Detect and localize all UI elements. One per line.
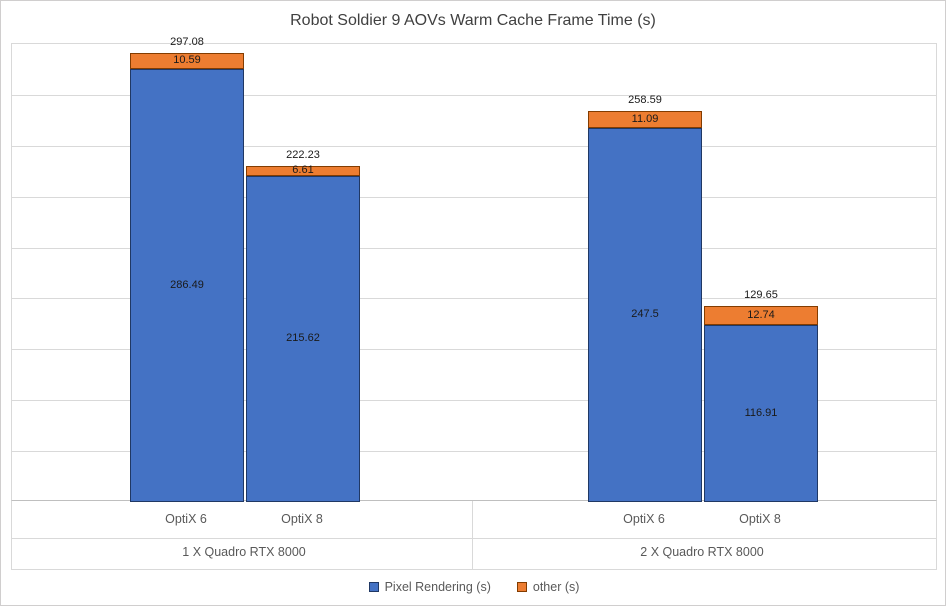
category-label: OptiX 6 — [623, 512, 665, 526]
legend-swatch — [368, 582, 379, 592]
plot-area: 286.49 10.59 297.08 215.62 6.61 222.23 247.5 11… — [11, 36, 937, 502]
bar-segment-pixel-rendering — [704, 325, 818, 502]
gridline — [12, 248, 936, 249]
group-label: 2 X Quadro RTX 8000 — [640, 545, 764, 559]
bar-segment-pixel-rendering — [588, 128, 702, 502]
group-separator — [472, 501, 473, 569]
bar-segment-other — [130, 53, 244, 69]
bar-total-label: 129.65 — [744, 289, 778, 301]
group-label: 1 X Quadro RTX 8000 — [182, 545, 306, 559]
bar-total-label: 222.23 — [286, 149, 320, 161]
bar-value-label: 12.74 — [747, 309, 775, 321]
gridline — [12, 349, 936, 350]
axis-divider — [11, 569, 937, 570]
gridline — [12, 298, 936, 299]
bar-value-label: 247.5 — [631, 308, 659, 320]
legend: Pixel Rendering (s) other (s) — [1, 577, 945, 597]
gridline — [12, 95, 936, 96]
bar-value-label: 11.09 — [631, 113, 659, 125]
bar-segment-pixel-rendering — [246, 176, 360, 502]
category-label: OptiX 8 — [281, 512, 323, 526]
legend-item: Pixel Rendering (s) — [368, 580, 491, 594]
group-separator — [11, 501, 12, 569]
gridline — [12, 400, 936, 401]
legend-item: other (s) — [516, 580, 580, 594]
bar-segment-other — [588, 111, 702, 128]
bar-value-label: 116.91 — [744, 407, 778, 419]
legend-label: other (s) — [532, 580, 580, 594]
legend-label: Pixel Rendering (s) — [384, 580, 491, 594]
bar-segment-pixel-rendering — [130, 69, 244, 502]
group-separator — [936, 501, 937, 569]
bar-value-label: 215.62 — [286, 332, 320, 344]
chart-title: Robot Soldier 9 AOVs Warm Cache Frame Ti… — [290, 12, 656, 29]
category-axis: OptiX 6 OptiX 8 OptiX 6 OptiX 8 1 X Quadro R… — [1, 501, 945, 570]
category-label: OptiX 6 — [165, 512, 207, 526]
bar-value-label: 10.59 — [173, 54, 201, 66]
bar-total-label: 258.59 — [628, 94, 662, 106]
bar-segment-other — [246, 166, 360, 176]
gridline — [12, 451, 936, 452]
gridline — [12, 197, 936, 198]
bar-value-label: 6.61 — [292, 164, 314, 176]
gridline — [12, 146, 936, 147]
axis-divider — [11, 538, 937, 539]
bar-segment-other — [704, 306, 818, 325]
category-label: OptiX 8 — [739, 512, 781, 526]
bar-value-label: 286.49 — [170, 279, 204, 291]
legend-swatch — [516, 582, 527, 592]
bar-total-label: 297.08 — [170, 36, 204, 48]
